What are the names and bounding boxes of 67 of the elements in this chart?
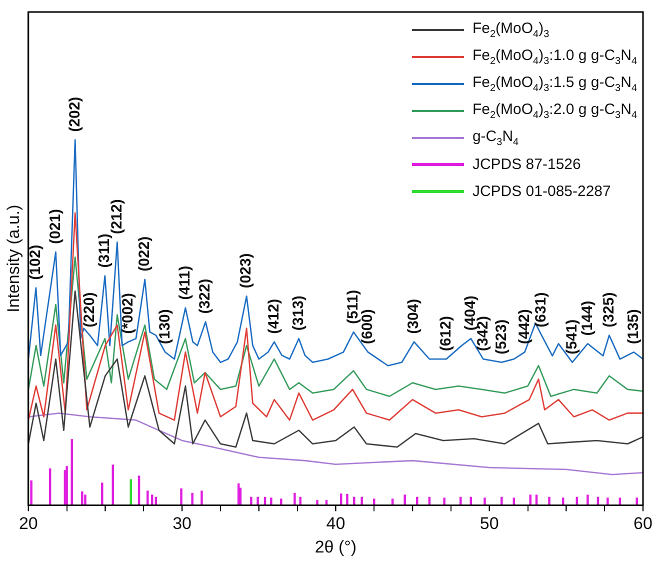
bar <box>299 496 302 506</box>
bar <box>256 496 259 506</box>
text: Fe$_{2}$(MoO$_{4}$)$_{3}$:2.0 g g-C$_{3}$N$_{4}$ <box>472 100 637 120</box>
annotation: (322) <box>196 278 214 314</box>
text: Fe$_{2}$(MoO$_{4}$)$_{3}$:1.0 g g-C$_{3}$N$_{4}$ <box>472 46 637 66</box>
annotation: (311) <box>96 234 114 268</box>
bar <box>529 494 532 506</box>
bar <box>270 498 272 506</box>
annotation: (102) <box>27 244 44 280</box>
annotation: (023) <box>238 253 255 288</box>
bar <box>404 494 406 506</box>
annotation: (411) <box>176 266 194 300</box>
bar <box>294 492 296 506</box>
bar <box>316 500 318 506</box>
text: Fe$_{2}$(MoO$_{4}$)$_{3}$:1.5 g g-C$_{3}$N$_{4}$ <box>472 74 637 94</box>
x-tick-label: 60 <box>634 514 652 534</box>
bar <box>346 494 348 506</box>
bar <box>101 482 104 506</box>
annotation: (202) <box>66 96 84 132</box>
annotation: (022) <box>136 236 154 272</box>
annotation: (130) <box>156 309 174 344</box>
annotation: (511) <box>344 290 362 324</box>
bar <box>250 496 252 506</box>
annotation: (*002) <box>119 293 136 334</box>
annotation: (612) <box>437 316 454 352</box>
bar <box>548 496 550 506</box>
y-axis-title: Intensity (a.u.) <box>4 204 23 312</box>
legend-label: Fe$_{2}$(MoO$_{4}$)$_{3}$ <box>472 20 550 40</box>
bar <box>360 496 363 506</box>
bar <box>180 488 182 506</box>
bar <box>443 498 446 506</box>
annotation: (135) <box>624 309 642 344</box>
annotation: (412) <box>265 298 282 334</box>
x-tick-label: 20 <box>18 514 38 534</box>
bar <box>84 494 86 506</box>
x-tick-label: 40 <box>326 514 346 534</box>
bar <box>30 480 32 506</box>
legend-label: JCPDS 01-085-2287 <box>472 183 611 200</box>
bar <box>484 498 486 506</box>
x-axis-title: 2θ (°) <box>314 537 357 556</box>
annotation: (021) <box>46 208 64 244</box>
annotation: (442) <box>516 309 533 344</box>
annotation: (304) <box>405 298 422 334</box>
legend-label: g-C$_{3}$N$_{4}$ <box>472 128 519 148</box>
annotation: (541) <box>563 319 580 354</box>
bar <box>200 490 203 506</box>
bar <box>146 490 149 506</box>
bar <box>280 498 282 506</box>
bar <box>81 491 84 506</box>
bar <box>191 492 194 506</box>
annotation: (325) <box>600 292 618 328</box>
bar <box>606 498 609 506</box>
bar <box>636 498 638 506</box>
annotation: (631) <box>532 292 550 328</box>
legend-label: JCPDS 87-1526 <box>472 156 581 173</box>
annotation: (313) <box>290 296 307 331</box>
bar <box>66 466 68 506</box>
x-tick-label: 50 <box>480 514 499 534</box>
bar <box>353 496 356 506</box>
bar <box>500 496 503 506</box>
annotation: (212) <box>108 199 126 234</box>
x-tick-label: 30 <box>172 514 192 534</box>
annotation: (523) <box>492 319 510 354</box>
bar <box>416 496 418 506</box>
bar <box>586 494 589 506</box>
annotation: (144) <box>578 300 596 336</box>
annotation: (220) <box>81 292 98 328</box>
